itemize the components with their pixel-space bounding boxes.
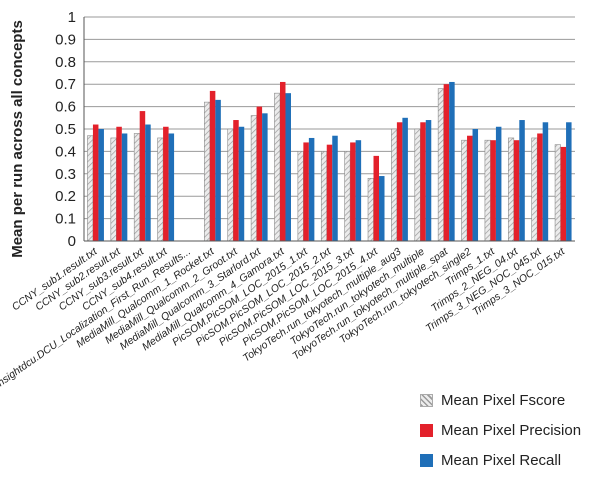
bar-fscore bbox=[110, 137, 117, 242]
bar-fscore bbox=[250, 115, 257, 242]
bar-fscore bbox=[274, 92, 281, 242]
bar-recall bbox=[262, 113, 268, 241]
y-tick-label: 0.1 bbox=[55, 211, 76, 228]
legend-item-precision: Mean Pixel Precision bbox=[420, 422, 581, 439]
y-tick-label: 0.2 bbox=[55, 188, 76, 205]
axes bbox=[83, 17, 575, 242]
y-tick-label: 0.7 bbox=[55, 76, 76, 93]
bar-recall bbox=[495, 126, 502, 241]
bar-precision bbox=[560, 146, 567, 241]
bar-recall bbox=[285, 93, 291, 241]
bar-fscore bbox=[507, 137, 515, 242]
bar-recall bbox=[215, 99, 221, 241]
bar-precision bbox=[396, 122, 403, 241]
bar-recall bbox=[98, 129, 104, 241]
bar-precision bbox=[92, 124, 99, 241]
bar-precision bbox=[139, 111, 146, 241]
bar-fscore bbox=[157, 137, 164, 242]
bar-fscore bbox=[344, 151, 351, 242]
x-tick-labels: CCNY_sub1.result.txtCCNY_sub2.result.txt… bbox=[0, 245, 568, 390]
bar-precision bbox=[513, 140, 520, 241]
bar-fscore bbox=[531, 137, 538, 242]
bar-recall bbox=[519, 120, 525, 241]
bar-fscore bbox=[297, 151, 304, 242]
bar-fscore bbox=[484, 139, 491, 242]
bar-fscore bbox=[461, 139, 468, 242]
y-tick-label: 0.9 bbox=[55, 31, 76, 48]
bar-precision bbox=[303, 142, 309, 241]
bar-fscore bbox=[414, 128, 421, 242]
y-tick-label: 0.8 bbox=[55, 54, 76, 71]
bar-precision bbox=[163, 126, 169, 241]
legend-label-fscore: Mean Pixel Fscore bbox=[441, 392, 566, 409]
bar-precision bbox=[420, 122, 426, 241]
bar-precision bbox=[467, 135, 473, 241]
bar-recall bbox=[472, 129, 479, 241]
bar-precision bbox=[490, 140, 496, 241]
legend-label-recall: Mean Pixel Recall bbox=[441, 452, 562, 469]
bar-recall bbox=[168, 133, 175, 241]
bar-fscore bbox=[227, 128, 234, 242]
bar-recall bbox=[145, 124, 151, 241]
bar-precision bbox=[537, 133, 543, 241]
bar-recall bbox=[238, 126, 245, 241]
bar-recall bbox=[308, 137, 315, 241]
bar-recall bbox=[566, 122, 572, 241]
bar-recall bbox=[332, 135, 338, 241]
bar-recall bbox=[121, 133, 128, 241]
y-axis-label: Mean per run across all concepts bbox=[9, 20, 26, 258]
bar-precision bbox=[350, 142, 356, 241]
legend-swatch-fscore bbox=[420, 394, 433, 407]
bar-fscore bbox=[133, 133, 141, 242]
bar-precision bbox=[116, 126, 122, 241]
bar-fscore bbox=[367, 177, 374, 242]
bar-recall bbox=[449, 81, 455, 242]
legend-item-fscore: Mean Pixel Fscore bbox=[420, 392, 565, 409]
bar-fscore bbox=[391, 128, 398, 242]
legend-item-recall: Mean Pixel Recall bbox=[420, 452, 561, 469]
y-tick-label: 0 bbox=[68, 233, 76, 250]
bar-fscore bbox=[320, 151, 328, 242]
bar-recall bbox=[542, 122, 549, 241]
bar-precision bbox=[373, 155, 380, 241]
legend-swatch-precision bbox=[420, 424, 433, 437]
y-tick-label: 0.3 bbox=[55, 166, 76, 183]
bar-precision bbox=[443, 84, 450, 241]
bar-fscore bbox=[87, 135, 94, 242]
bar-recall bbox=[425, 120, 432, 241]
bar-recall bbox=[355, 140, 362, 241]
legend-label-precision: Mean Pixel Precision bbox=[441, 422, 582, 439]
bar-recall bbox=[402, 117, 408, 241]
bar-precision bbox=[209, 90, 216, 241]
bar-fscore bbox=[554, 144, 561, 242]
bar-precision bbox=[326, 144, 333, 241]
bar-precision bbox=[256, 106, 263, 241]
y-tick-label: 1 bbox=[68, 9, 76, 26]
y-tick-label: 0.5 bbox=[55, 121, 76, 138]
legend-swatch-recall bbox=[420, 454, 433, 467]
bar-fscore bbox=[204, 101, 211, 242]
bar-precision bbox=[233, 120, 239, 241]
bars bbox=[87, 81, 572, 242]
y-tick-labels: 0 0.1 0.2 0.3 0.4 0.5 0.6 0.7 0.8 0.9 1 bbox=[55, 9, 76, 250]
bar-recall bbox=[379, 176, 385, 241]
bar-fscore bbox=[437, 88, 444, 242]
bar-precision bbox=[279, 81, 286, 242]
y-tick-label: 0.4 bbox=[55, 143, 76, 160]
y-tick-label: 0.6 bbox=[55, 99, 76, 116]
